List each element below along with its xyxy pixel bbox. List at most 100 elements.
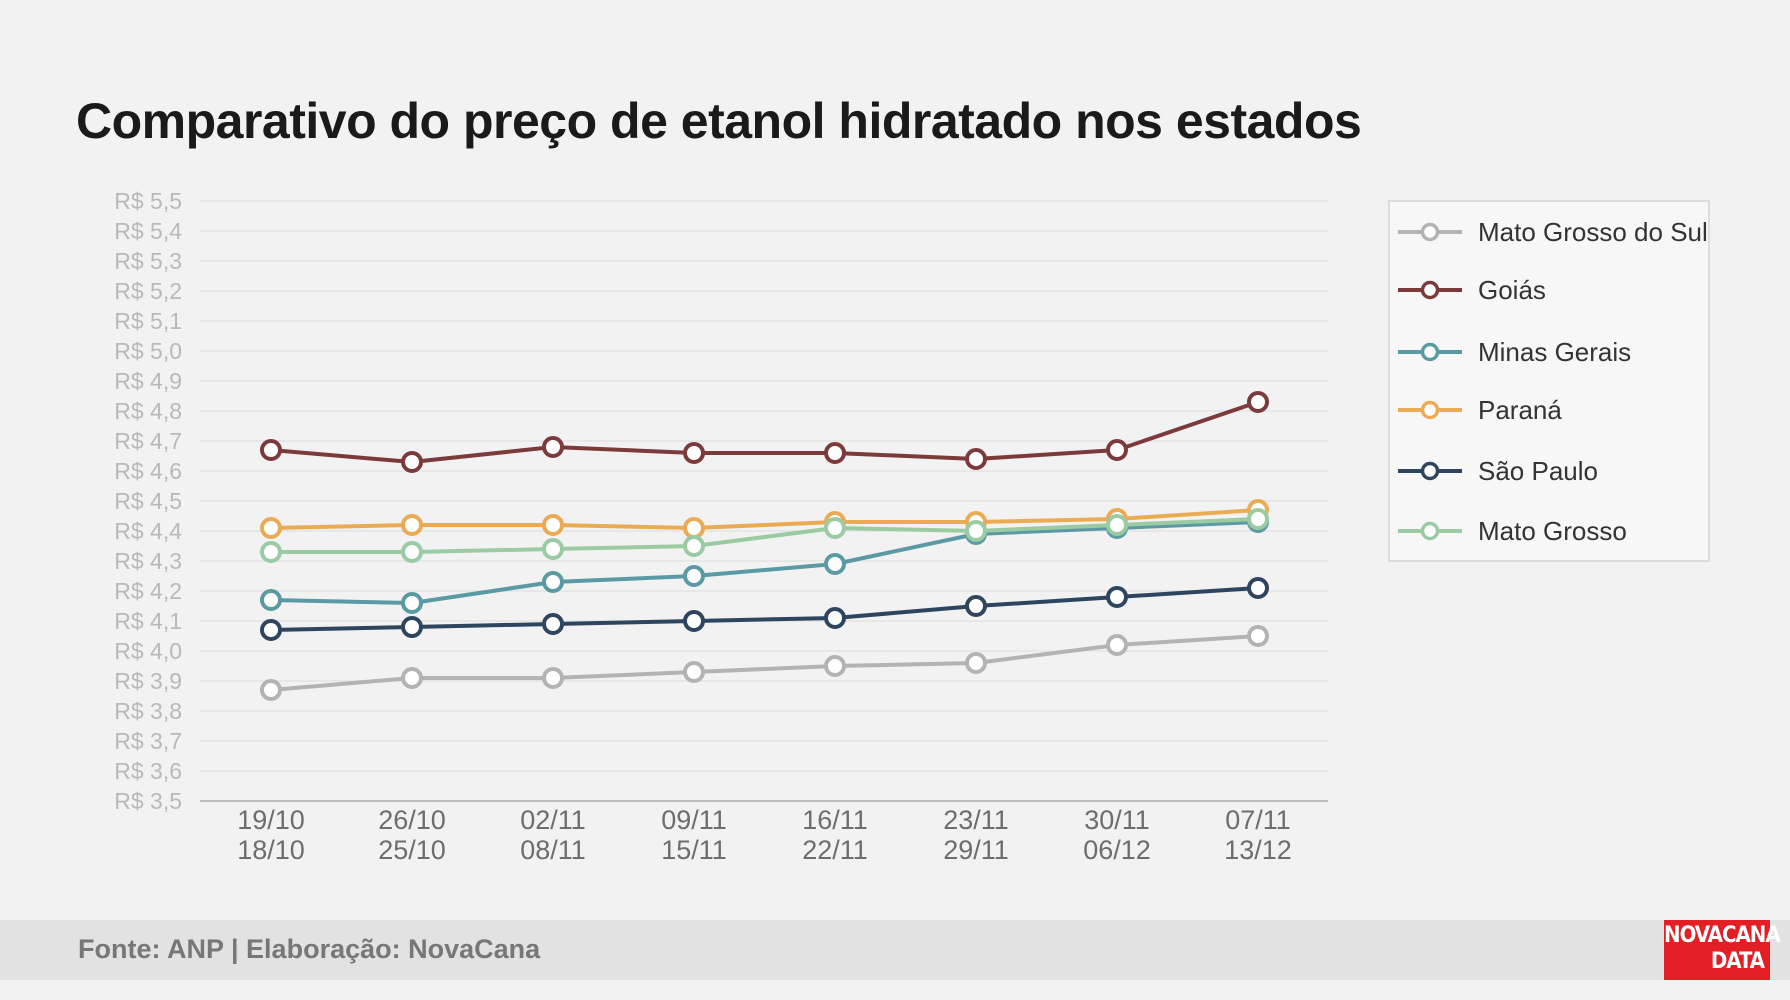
y-tick-label: R$ 3,8 bbox=[114, 698, 182, 724]
series-line bbox=[269, 520, 1260, 605]
y-axis-ticks: R$ 5,5 R$ 5,4 R$ 5,3 R$ 5,2 R$ 5,1 R$ 5,0 R$ 4… bbox=[114, 188, 182, 814]
data-point bbox=[824, 517, 846, 539]
data-point bbox=[1106, 634, 1128, 656]
data-point bbox=[965, 520, 987, 542]
y-tick-label: R$ 5,0 bbox=[114, 338, 182, 364]
data-point bbox=[542, 436, 564, 458]
legend-swatch-marker bbox=[1420, 342, 1440, 362]
chart-title: Comparativo do preço de etanol hidratado… bbox=[76, 93, 1362, 149]
data-point bbox=[824, 553, 846, 575]
legend-swatch-marker bbox=[1420, 222, 1440, 242]
legend-item: Mato Grosso do Sul bbox=[1398, 217, 1708, 247]
legend-item: Goiás bbox=[1398, 275, 1546, 305]
legend: Mato Grosso do Sul Goiás Minas Gerais Paran… bbox=[1388, 200, 1710, 562]
y-tick-label: R$ 4,4 bbox=[114, 518, 182, 544]
y-tick-label: R$ 4,8 bbox=[114, 398, 182, 424]
legend-swatch-marker bbox=[1420, 280, 1440, 300]
series-line bbox=[269, 586, 1260, 632]
series-line bbox=[269, 634, 1260, 692]
legend-item: São Paulo bbox=[1398, 456, 1598, 486]
data-point bbox=[260, 439, 282, 461]
data-point bbox=[1247, 391, 1269, 413]
data-point bbox=[260, 589, 282, 611]
data-point bbox=[683, 535, 705, 557]
data-point bbox=[1106, 439, 1128, 461]
data-point bbox=[401, 616, 423, 638]
y-tick-label: R$ 4,5 bbox=[114, 488, 182, 514]
data-point bbox=[542, 514, 564, 536]
x-tick-label: 30/11 bbox=[1084, 805, 1150, 835]
data-point bbox=[542, 667, 564, 689]
legend-swatch-marker bbox=[1420, 521, 1440, 541]
data-point bbox=[683, 442, 705, 464]
data-point bbox=[542, 571, 564, 593]
legend-label: Mato Grosso do Sul bbox=[1478, 217, 1708, 247]
data-point bbox=[401, 667, 423, 689]
legend-item: Paraná bbox=[1398, 395, 1562, 425]
y-tick-label: R$ 3,7 bbox=[114, 728, 182, 754]
footer-source: Fonte: ANP | Elaboração: NovaCana bbox=[78, 934, 541, 964]
legend-swatch-marker bbox=[1420, 461, 1440, 481]
legend-label: Mato Grosso bbox=[1478, 516, 1627, 546]
x-tick-label: 26/10 bbox=[378, 805, 446, 835]
y-tick-label: R$ 4,9 bbox=[114, 368, 182, 394]
x-tick-label: 18/10 bbox=[237, 835, 305, 865]
x-tick-label: 06/12 bbox=[1083, 835, 1151, 865]
x-tick-label: 09/11 bbox=[661, 805, 727, 835]
data-point bbox=[1106, 514, 1128, 536]
legend-label: Minas Gerais bbox=[1478, 337, 1631, 367]
x-tick-label: 07/11 bbox=[1225, 805, 1291, 835]
x-tick-label: 15/11 bbox=[661, 835, 727, 865]
data-point bbox=[401, 592, 423, 614]
data-point bbox=[260, 679, 282, 701]
series-line bbox=[269, 400, 1260, 464]
y-tick-label: R$ 4,2 bbox=[114, 578, 182, 604]
series-são-paulo bbox=[260, 577, 1269, 641]
data-point bbox=[824, 655, 846, 677]
data-point bbox=[824, 442, 846, 464]
data-point bbox=[1247, 577, 1269, 599]
series-line bbox=[269, 508, 1260, 530]
legend-entries: Mato Grosso do Sul Goiás Minas Gerais Paran… bbox=[1398, 217, 1708, 546]
novacana-data-logo: NOVACANA DATA bbox=[1664, 920, 1781, 980]
y-tick-label: R$ 5,5 bbox=[114, 188, 182, 214]
data-point bbox=[683, 565, 705, 587]
data-point bbox=[965, 448, 987, 470]
legend-label: São Paulo bbox=[1478, 456, 1598, 486]
series-lines bbox=[260, 391, 1269, 701]
y-tick-label: R$ 3,6 bbox=[114, 758, 182, 784]
legend-item: Minas Gerais bbox=[1398, 337, 1631, 367]
y-tick-label: R$ 3,9 bbox=[114, 668, 182, 694]
data-point bbox=[1106, 586, 1128, 608]
series-mato-grosso bbox=[260, 508, 1269, 563]
data-point bbox=[683, 517, 705, 539]
data-point bbox=[260, 619, 282, 641]
data-point bbox=[965, 652, 987, 674]
x-tick-label: 19/10 bbox=[237, 805, 305, 835]
data-point bbox=[683, 661, 705, 683]
series-goiás bbox=[260, 391, 1269, 473]
data-point bbox=[824, 607, 846, 629]
logo-line-2: DATA bbox=[1710, 949, 1765, 974]
grid bbox=[200, 200, 1328, 802]
logo-line-1: NOVACANA bbox=[1664, 923, 1781, 948]
y-tick-label: R$ 5,1 bbox=[114, 308, 182, 334]
x-tick-label: 16/11 bbox=[802, 805, 868, 835]
data-point bbox=[1247, 508, 1269, 530]
data-point bbox=[542, 613, 564, 635]
y-tick-label: R$ 5,3 bbox=[114, 248, 182, 274]
legend-label: Goiás bbox=[1478, 275, 1546, 305]
x-tick-label: 02/11 bbox=[520, 805, 586, 835]
data-point bbox=[401, 541, 423, 563]
y-tick-label: R$ 4,1 bbox=[114, 608, 182, 634]
legend-item: Mato Grosso bbox=[1398, 516, 1627, 546]
data-point bbox=[542, 538, 564, 560]
y-tick-label: R$ 5,2 bbox=[114, 278, 182, 304]
data-point bbox=[260, 517, 282, 539]
x-tick-label: 25/10 bbox=[378, 835, 446, 865]
data-point bbox=[401, 514, 423, 536]
y-tick-label: R$ 4,3 bbox=[114, 548, 182, 574]
data-point bbox=[260, 541, 282, 563]
